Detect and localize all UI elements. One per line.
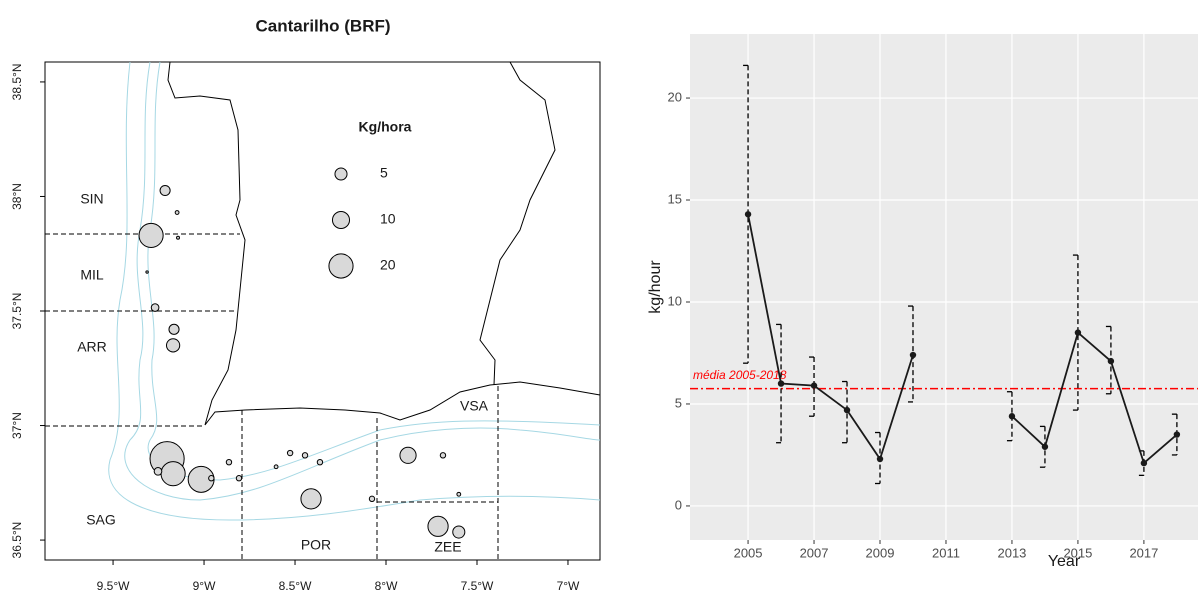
coastline: [167, 61, 601, 426]
legend-label: 5: [380, 165, 388, 181]
bubble: [300, 488, 322, 510]
bubble: [165, 338, 181, 353]
region-label: POR: [301, 537, 331, 553]
x-tick-label: 2017: [1129, 545, 1158, 560]
bubble: [159, 184, 171, 197]
legend-title: Kg/hora: [359, 119, 412, 135]
x-tick-label: 2015: [1063, 545, 1092, 560]
legend-label: 20: [380, 257, 396, 273]
y-tick-label: 38°N: [10, 183, 24, 210]
bubble: [235, 475, 243, 482]
region-label: MIL: [80, 267, 104, 283]
x-tick-label: 7.5°W: [461, 579, 494, 593]
bubble: [368, 495, 376, 503]
region-label: SAG: [86, 512, 116, 528]
legend-bubble: [328, 253, 354, 279]
region-label: ZEE: [434, 539, 461, 555]
region-label: ARR: [77, 339, 107, 355]
bubble: [439, 452, 447, 459]
bubble: [427, 515, 449, 537]
point: [1107, 357, 1115, 365]
bubble: [174, 210, 180, 215]
x-tick-label: 7°W: [557, 579, 580, 593]
x-tick-label: 2007: [800, 545, 829, 560]
x-axis-label: Year: [1048, 553, 1081, 570]
bubble: [316, 458, 324, 466]
map-title: Cantarilho (BRF): [255, 16, 390, 35]
bubble: [452, 525, 466, 539]
plot-panel: [690, 34, 1198, 540]
bubble: [138, 222, 164, 248]
y-tick-label: 0: [675, 497, 682, 512]
bubble: [150, 303, 160, 312]
bubble: [160, 461, 186, 487]
y-tick-label: 37°N: [10, 412, 24, 439]
point: [777, 380, 785, 387]
region-label: VSA: [460, 398, 489, 414]
y-axis-label: kg/hour: [647, 260, 664, 314]
x-tick-label: 2011: [932, 545, 960, 560]
y-tick-label: 20: [668, 89, 682, 104]
point: [843, 406, 851, 414]
bubble: [456, 491, 462, 497]
y-tick-label: 15: [668, 191, 682, 206]
point: [810, 382, 818, 389]
point: [1140, 459, 1148, 467]
region-label: SIN: [80, 191, 103, 207]
y-tick-label: 38.5°N: [10, 64, 24, 101]
legend-label: 10: [380, 211, 396, 227]
bubble: [301, 452, 309, 459]
mean-label: média 2005-2018: [693, 368, 787, 382]
bubble: [145, 270, 149, 274]
bubble: [153, 467, 163, 476]
bubble: [286, 449, 294, 457]
y-tick-label: 10: [668, 293, 682, 308]
point: [1173, 431, 1181, 438]
bubble: [176, 235, 180, 240]
x-tick-label: 9.5°W: [97, 579, 130, 593]
y-tick-label: 37.5°N: [10, 293, 24, 330]
point: [1074, 329, 1082, 336]
bubble: [168, 323, 180, 335]
y-tick-label: 5: [675, 395, 682, 410]
bubble: [225, 458, 233, 466]
x-tick-label: 2009: [866, 545, 895, 560]
x-tick-label: 8.5°W: [279, 579, 312, 593]
bubble: [399, 446, 417, 464]
y-tick-label: 36.5°N: [10, 522, 24, 559]
x-tick-label: 9°W: [193, 579, 216, 593]
point: [876, 455, 884, 463]
x-tick-label: 2013: [997, 545, 1026, 560]
point: [744, 211, 752, 218]
x-tick-label: 2005: [734, 545, 763, 560]
bubble: [273, 464, 279, 470]
legend-bubble: [334, 167, 348, 181]
x-tick-label: 8°W: [375, 579, 398, 593]
point: [1041, 443, 1049, 450]
series-line: [747, 214, 1178, 465]
point: [909, 351, 917, 359]
point: [1008, 413, 1016, 420]
legend-bubble: [331, 210, 351, 230]
bubble: [208, 475, 215, 482]
